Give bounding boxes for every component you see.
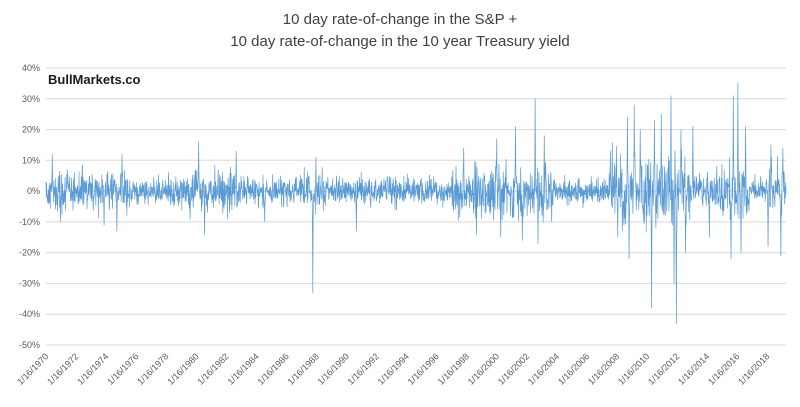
x-tick-label: 1/16/1996 bbox=[406, 351, 441, 386]
x-tick-label: 1/16/1976 bbox=[105, 351, 140, 386]
x-tick-label: 1/16/1988 bbox=[286, 351, 321, 386]
x-tick-label: 1/16/2008 bbox=[586, 351, 621, 386]
chart-title: 10 day rate-of-change in the S&P + 10 da… bbox=[0, 9, 800, 53]
x-tick-label: 1/16/1990 bbox=[316, 351, 351, 386]
y-tick-label: -10% bbox=[19, 217, 40, 227]
x-tick-label: 1/16/2004 bbox=[526, 351, 561, 386]
x-tick-label: 1/16/2000 bbox=[466, 351, 501, 386]
x-tick-label: 1/16/2006 bbox=[556, 351, 591, 386]
x-tick-label: 1/16/1992 bbox=[346, 351, 381, 386]
y-tick-label: 30% bbox=[22, 94, 40, 104]
x-tick-label: 1/16/2002 bbox=[496, 351, 531, 386]
x-tick-label: 1/16/1994 bbox=[376, 351, 411, 386]
x-tick-label: 1/16/1972 bbox=[45, 351, 80, 386]
y-tick-label: -40% bbox=[19, 309, 40, 319]
x-tick-label: 1/16/1974 bbox=[75, 351, 110, 386]
y-tick-label: 10% bbox=[22, 155, 40, 165]
x-tick-label: 1/16/1982 bbox=[195, 351, 230, 386]
x-tick-label: 1/16/2016 bbox=[706, 351, 741, 386]
series-path bbox=[45, 83, 787, 324]
chart-title-line2: 10 day rate-of-change in the 10 year Tre… bbox=[230, 32, 570, 50]
x-tick-label: 1/16/1980 bbox=[165, 351, 200, 386]
x-tick-label: 1/16/1998 bbox=[436, 351, 471, 386]
x-tick-label: 1/16/2010 bbox=[616, 351, 651, 386]
chart-title-line1: 10 day rate-of-change in the S&P + bbox=[282, 11, 518, 28]
x-tick-label: 1/16/2014 bbox=[676, 351, 711, 386]
x-tick-label: 1/16/1984 bbox=[225, 351, 260, 386]
x-tick-label: 1/16/1986 bbox=[255, 351, 290, 386]
y-tick-label: -20% bbox=[19, 248, 40, 258]
y-tick-label: 0% bbox=[27, 186, 40, 196]
x-tick-label: 1/16/2012 bbox=[646, 351, 681, 386]
y-tick-label: -30% bbox=[19, 278, 40, 288]
x-tick-label: 1/16/1978 bbox=[135, 351, 170, 386]
x-tick-label: 1/16/1970 bbox=[15, 351, 50, 386]
x-tick-label: 1/16/2018 bbox=[736, 351, 771, 386]
y-tick-label: -50% bbox=[19, 340, 40, 350]
y-tick-label: 20% bbox=[22, 125, 40, 135]
watermark-bullmarkets: BullMarkets.co bbox=[48, 72, 141, 87]
y-tick-label: 40% bbox=[22, 63, 40, 73]
